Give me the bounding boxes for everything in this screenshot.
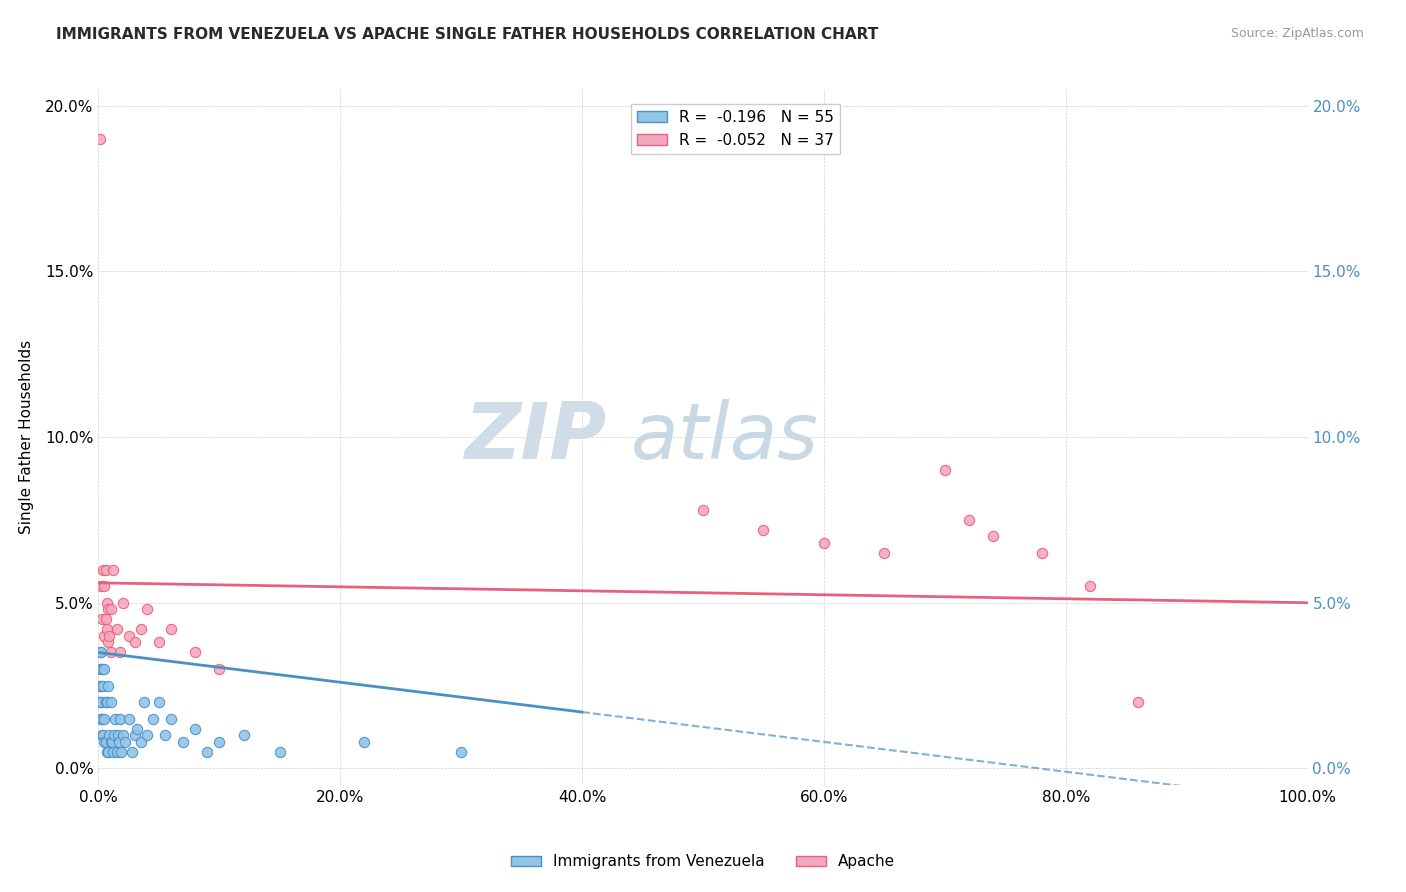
Point [195, 745, 218, 759]
Point [127, 722, 149, 736]
Point [114, 735, 136, 749]
Point [232, 728, 254, 742]
Point [89, 662, 111, 676]
Point [110, 745, 132, 759]
Legend: Immigrants from Venezuela, Apache: Immigrants from Venezuela, Apache [505, 848, 901, 875]
Point [135, 602, 157, 616]
Point [98, 629, 121, 643]
Point [93, 712, 115, 726]
Point [94, 695, 117, 709]
Point [107, 728, 129, 742]
Point [450, 745, 472, 759]
Point [108, 712, 131, 726]
Point [111, 728, 134, 742]
Point [94, 612, 117, 626]
Point [91, 612, 114, 626]
Point [97, 602, 120, 616]
Point [184, 645, 207, 659]
Point [108, 645, 131, 659]
Text: IMMIGRANTS FROM VENEZUELA VS APACHE SINGLE FATHER HOUSEHOLDS CORRELATION CHART: IMMIGRANTS FROM VENEZUELA VS APACHE SING… [56, 27, 879, 42]
Text: ZIP: ZIP [464, 399, 606, 475]
Point [134, 695, 156, 709]
Point [957, 513, 980, 527]
Point [148, 695, 170, 709]
Point [160, 712, 183, 726]
Point [118, 712, 141, 726]
Point [160, 622, 183, 636]
Point [752, 523, 775, 537]
Point [96, 596, 118, 610]
Point [93, 662, 115, 676]
Point [353, 735, 375, 749]
Point [135, 728, 157, 742]
Point [93, 629, 115, 643]
Point [90, 712, 112, 726]
Legend: R =  -0.196   N = 55, R =  -0.052   N = 37: R = -0.196 N = 55, R = -0.052 N = 37 [630, 103, 841, 153]
Point [90, 679, 112, 693]
Point [101, 563, 124, 577]
Point [98, 728, 121, 742]
Point [692, 503, 714, 517]
Point [91, 563, 114, 577]
Point [100, 602, 122, 616]
Point [96, 695, 118, 709]
Point [1128, 695, 1150, 709]
Point [103, 728, 125, 742]
Point [91, 679, 114, 693]
Point [91, 712, 114, 726]
Point [105, 745, 128, 759]
Point [94, 563, 117, 577]
Point [93, 579, 115, 593]
Point [124, 635, 146, 649]
Point [96, 745, 118, 759]
Point [91, 728, 114, 742]
Point [93, 735, 115, 749]
Point [90, 645, 112, 659]
Point [91, 662, 114, 676]
Point [89, 679, 111, 693]
Point [89, 132, 111, 146]
Point [142, 712, 165, 726]
Point [100, 695, 122, 709]
Point [100, 645, 122, 659]
Point [100, 735, 122, 749]
Point [208, 662, 231, 676]
Point [981, 529, 1004, 543]
Y-axis label: Single Father Households: Single Father Households [20, 340, 34, 534]
Point [184, 722, 207, 736]
Point [97, 635, 120, 649]
Point [148, 635, 170, 649]
Point [111, 596, 134, 610]
Point [105, 622, 128, 636]
Point [90, 579, 112, 593]
Point [208, 735, 231, 749]
Point [873, 546, 896, 560]
Point [89, 645, 111, 659]
Point [172, 735, 194, 749]
Point [129, 735, 152, 749]
Point [91, 728, 114, 742]
Point [1031, 546, 1053, 560]
Point [96, 622, 118, 636]
Point [94, 735, 117, 749]
Point [153, 728, 176, 742]
Point [104, 712, 127, 726]
Point [97, 745, 120, 759]
Point [129, 622, 152, 636]
Point [100, 735, 122, 749]
Point [108, 735, 131, 749]
Point [121, 745, 143, 759]
Point [97, 679, 120, 693]
Point [90, 695, 112, 709]
Point [269, 745, 291, 759]
Text: atlas: atlas [630, 399, 818, 475]
Point [101, 745, 124, 759]
Point [934, 463, 956, 477]
Point [813, 536, 835, 550]
Point [118, 629, 141, 643]
Text: Source: ZipAtlas.com: Source: ZipAtlas.com [1230, 27, 1364, 40]
Point [124, 728, 146, 742]
Point [1078, 579, 1101, 593]
Point [89, 695, 111, 709]
